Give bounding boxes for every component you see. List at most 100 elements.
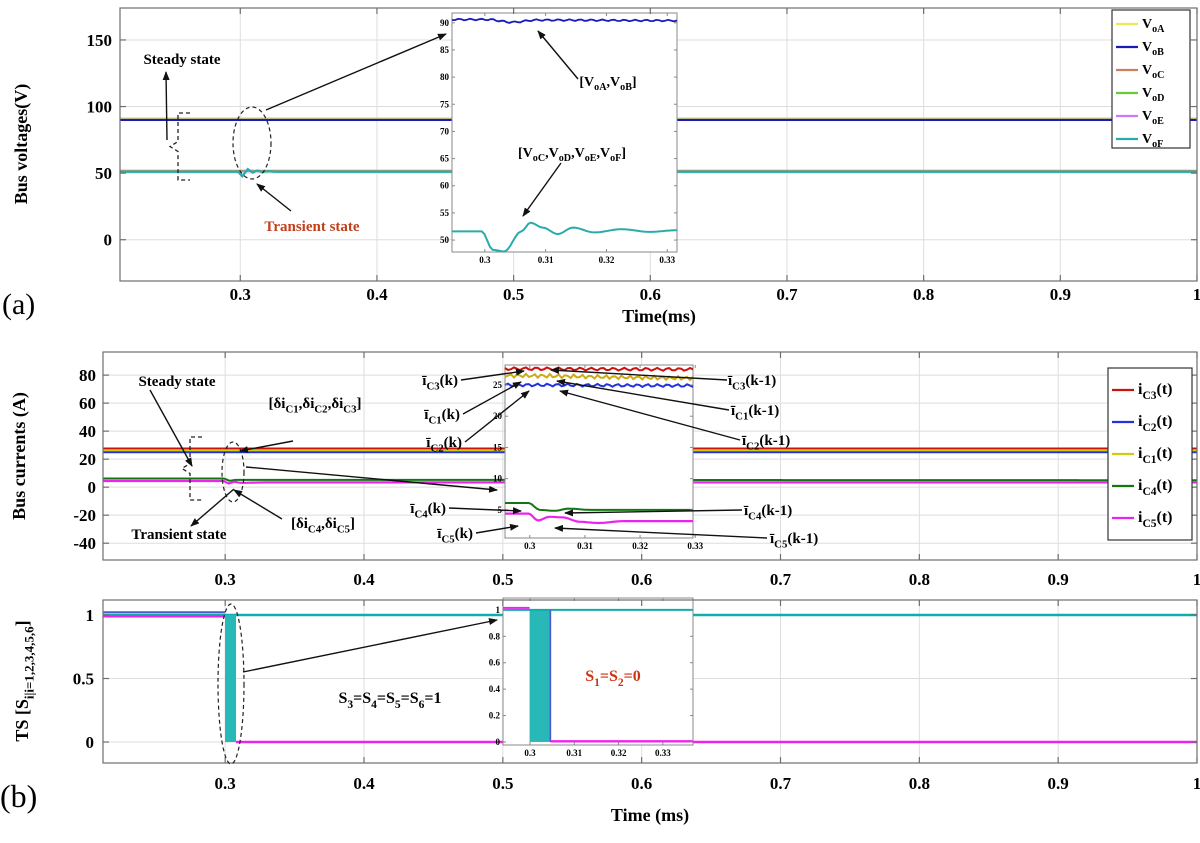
annotation: īC4(k-1) [743, 503, 792, 523]
x-tick-label: 1 [1193, 285, 1200, 304]
inset-y-tick: 85 [440, 45, 450, 55]
series-VoF-zoom [452, 221, 677, 253]
y-tick-label: 150 [87, 31, 113, 50]
x-tick-label: 1 [1193, 570, 1200, 589]
callout-arrow [460, 368, 525, 381]
inset-y-tick: 25 [493, 380, 503, 390]
x-tick-label: 0.6 [631, 774, 652, 793]
x-tick-label: 0.8 [909, 570, 930, 589]
inset-y-tick: 0 [496, 737, 501, 747]
callout-arrow [149, 389, 193, 467]
annotation: īC3(k-1) [727, 373, 776, 393]
y-axis-label: Bus voltages(V) [11, 84, 32, 205]
legend-entry-label: iC4(t) [1138, 477, 1173, 498]
x-tick-label: 0.6 [640, 285, 661, 304]
y-axis-label: TS [Si|i=1,2,3,4,5,6] [12, 620, 36, 741]
callout-arrow [256, 183, 292, 212]
inset-frame [451, 12, 678, 253]
inset-x-tick: 0.33 [687, 541, 703, 551]
legend-box [1111, 9, 1191, 149]
legend-entry-label: VoF [1142, 132, 1163, 150]
inset-y-tick: 0.8 [489, 631, 501, 641]
y-tick-label: 0 [88, 478, 97, 497]
x-tick-label: 0.3 [215, 774, 236, 793]
inset-y-tick: 15 [493, 442, 503, 452]
inset-y-tick: 0.4 [489, 684, 501, 694]
x-tick-label: 0.4 [366, 285, 388, 304]
annotation: [VoA,VoB] [579, 75, 636, 93]
panel-a-label: (a) [2, 288, 36, 321]
legend: iC3(t) iC2(t) iC1(t) iC4(t) iC5(t) [1107, 367, 1193, 541]
legend-entry-label: VoD [1142, 86, 1164, 104]
inset-x-tick: 0.31 [566, 748, 582, 758]
inset-x-tick: 0.33 [659, 255, 675, 265]
x-tick-label: 0.4 [353, 570, 375, 589]
callout-arrow [162, 71, 170, 141]
transient-callout-ellipse [232, 106, 272, 180]
callout-arrow [233, 489, 283, 520]
inset-annotation: S1=S2=0 [585, 668, 641, 689]
callout-arrow [550, 366, 728, 381]
inset-y-tick: 65 [440, 154, 450, 164]
x-tick-label: 0.9 [1048, 774, 1069, 793]
x-tick-label: 0.9 [1050, 285, 1071, 304]
inset-x-tick: 0.3 [479, 255, 491, 265]
plot-frame [119, 7, 1198, 282]
annotation: Steady state [143, 52, 220, 68]
annotation: īC3(k) [421, 373, 458, 393]
x-tick-label: 0.6 [631, 570, 652, 589]
x-tick-label: 0.9 [1048, 570, 1069, 589]
annotation: Transient state [131, 527, 226, 543]
inset-y-tick: 10 [493, 474, 503, 484]
y-tick-label: 50 [95, 164, 112, 183]
y-tick-label: 20 [79, 450, 96, 469]
inset-x-tick: 0.32 [632, 541, 648, 551]
annotation: [δiC1,δiC2,δiC3] [269, 396, 362, 416]
legend-entry-label: iC1(t) [1138, 445, 1173, 466]
x-axis-label: Time (ms) [611, 805, 689, 826]
y-tick-label: 80 [79, 366, 96, 385]
switch-transition-block [529, 609, 551, 742]
inset-x-tick: 0.3 [524, 541, 536, 551]
annotation: īC4(k) [409, 501, 446, 521]
callout-arrow [564, 509, 743, 517]
legend-entry-label: iC5(t) [1138, 509, 1173, 530]
callout-arrow [448, 507, 522, 515]
inset-y-tick: 75 [440, 99, 450, 109]
legend-entry-label: iC3(t) [1138, 381, 1173, 402]
annotation: īC1(k-1) [730, 403, 779, 423]
panel-b-label: (b) [0, 778, 38, 814]
callout-arrow [464, 390, 530, 443]
y-tick-label: 0 [86, 733, 95, 752]
callout-arrow [242, 618, 498, 673]
inset-x-tick: 0.33 [655, 748, 671, 758]
legend: VoA VoB VoC VoD VoE VoF [1111, 9, 1191, 150]
x-tick-label: 0.5 [492, 774, 513, 793]
series-iC4-zoom [505, 502, 693, 512]
x-tick-label: 0.7 [776, 285, 798, 304]
x-tick-label: 0.7 [770, 570, 792, 589]
inset-x-tick: 0.32 [599, 255, 615, 265]
x-tick-label: 0.5 [492, 570, 513, 589]
transient-callout-ellipse [221, 441, 245, 503]
callout-arrow [239, 440, 294, 453]
series-VoB-zoom [451, 17, 678, 24]
inset-y-tick: 80 [440, 72, 450, 82]
annotation: Transient state [264, 219, 359, 235]
callout-arrow [559, 389, 741, 441]
chart-bus_currents: 0.30.310.320.335101520250.30.40.50.60.70… [9, 351, 1200, 589]
inset-x-tick: 0.32 [611, 748, 627, 758]
inset-y-tick: 70 [440, 126, 450, 136]
callout-arrow [265, 33, 447, 111]
x-tick-label: 0.8 [909, 774, 930, 793]
y-tick-label: 60 [79, 394, 96, 413]
y-tick-label: -40 [73, 534, 96, 553]
inset-y-tick: 55 [440, 208, 450, 218]
y-axis-label: Bus currents (A) [9, 392, 30, 520]
inset-y-tick: 60 [440, 181, 450, 191]
x-tick-label: 0.8 [913, 285, 934, 304]
inset-y-tick: 1 [496, 605, 501, 615]
